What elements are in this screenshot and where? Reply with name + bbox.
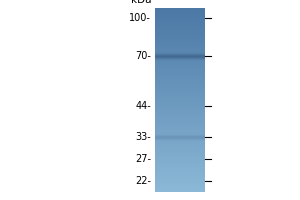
Text: 27-: 27- — [135, 154, 151, 164]
Text: 33-: 33- — [135, 132, 151, 142]
Text: 70-: 70- — [135, 51, 151, 61]
Text: 22-: 22- — [135, 176, 151, 186]
Text: kDa: kDa — [130, 0, 151, 5]
Text: 100-: 100- — [129, 13, 151, 23]
Text: 44-: 44- — [135, 101, 151, 111]
